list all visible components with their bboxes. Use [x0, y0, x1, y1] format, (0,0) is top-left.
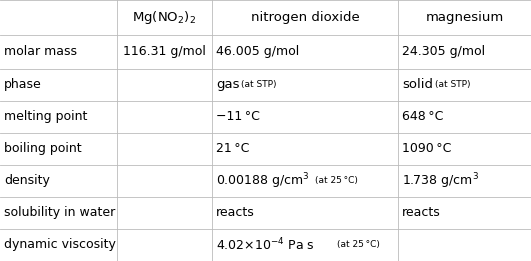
Text: solid: solid: [402, 78, 433, 91]
Text: solubility in water: solubility in water: [4, 206, 116, 220]
Text: 24.305 g/mol: 24.305 g/mol: [402, 45, 485, 58]
Text: 648 °C: 648 °C: [402, 110, 444, 123]
Text: 21 °C: 21 °C: [216, 143, 250, 156]
Text: (at STP): (at STP): [241, 80, 277, 90]
Text: (at 25 °C): (at 25 °C): [337, 240, 380, 250]
Text: magnesium: magnesium: [425, 11, 504, 24]
Text: boiling point: boiling point: [4, 143, 82, 156]
Text: (at STP): (at STP): [435, 80, 471, 90]
Text: 116.31 g/mol: 116.31 g/mol: [123, 45, 206, 58]
Text: 1.738 g/cm$^3$: 1.738 g/cm$^3$: [402, 171, 479, 191]
Text: melting point: melting point: [4, 110, 88, 123]
Text: (at 25 °C): (at 25 °C): [314, 176, 357, 186]
Text: gas: gas: [216, 78, 240, 91]
Text: Mg(NO$_2$)$_2$: Mg(NO$_2$)$_2$: [132, 9, 196, 26]
Text: dynamic viscosity: dynamic viscosity: [4, 239, 116, 252]
Text: reacts: reacts: [402, 206, 441, 220]
Text: 0.00188 g/cm$^3$: 0.00188 g/cm$^3$: [216, 171, 310, 191]
Text: molar mass: molar mass: [4, 45, 77, 58]
Text: −11 °C: −11 °C: [216, 110, 260, 123]
Text: density: density: [4, 174, 50, 187]
Text: 46.005 g/mol: 46.005 g/mol: [216, 45, 299, 58]
Text: 1090 °C: 1090 °C: [402, 143, 452, 156]
Text: phase: phase: [4, 78, 42, 91]
Text: 4.02$\times$10$^{-4}$ Pa s: 4.02$\times$10$^{-4}$ Pa s: [216, 237, 315, 253]
Text: nitrogen dioxide: nitrogen dioxide: [251, 11, 359, 24]
Text: reacts: reacts: [216, 206, 255, 220]
